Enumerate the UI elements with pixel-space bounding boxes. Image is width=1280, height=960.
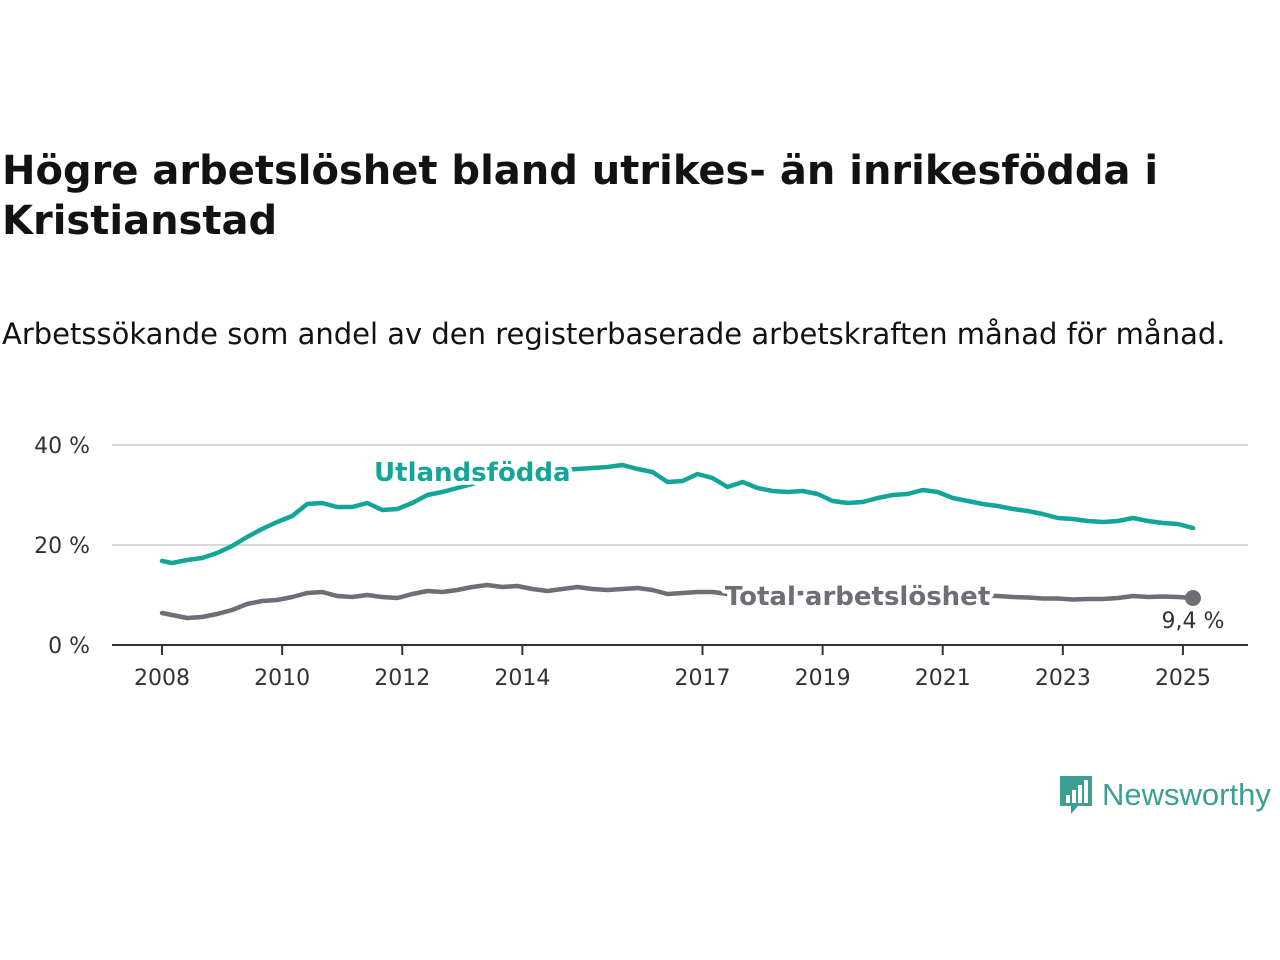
chart-subtitle: Arbetssökande som andel av den registerb…: [2, 317, 1226, 351]
axes: 0 % 20 % 40 % 2008 2010 2012 2014 2017 2019 2021 2…: [34, 434, 1248, 691]
newsworthy-logo: Newsworthy: [1058, 772, 1271, 818]
utlandsfodda-line: [159, 462, 1196, 566]
x-tick-label: 2019: [795, 666, 851, 691]
x-tick-label: 2010: [254, 666, 310, 691]
x-tick-label: 2021: [915, 666, 971, 691]
bar-chart-speech-bubble-icon: [1060, 776, 1092, 814]
x-tick-label: 2023: [1035, 666, 1091, 691]
x-tick-label: 2014: [494, 666, 550, 691]
utlandsfodda-label: Utlandsfödda: [374, 458, 571, 488]
series-lines: [159, 462, 1196, 621]
y-tick-label: 40 %: [34, 434, 90, 459]
total-label: Total arbetslöshet: [725, 582, 990, 612]
total-end-point: [1184, 590, 1201, 606]
y-tick-label: 0 %: [48, 634, 90, 659]
brand-name: Newsworthy: [1102, 777, 1271, 812]
gridlines: [112, 444, 1248, 546]
total-end-value-halo: 9,4 %: [1162, 609, 1225, 634]
total-line: [159, 582, 1196, 621]
utlandsfodda-label-halo: Utlandsfödda: [374, 458, 571, 488]
total-label-halo: Total arbetslöshet: [725, 582, 990, 612]
y-tick-label: 20 %: [34, 534, 90, 559]
x-tick-label: 2012: [374, 666, 430, 691]
chart-title: Högre arbetslöshet bland utrikes- än inr…: [2, 148, 1159, 244]
x-tick-label: 2008: [134, 666, 190, 691]
x-tick-label: 2017: [675, 666, 731, 691]
total-end-value: 9,4 %: [1162, 609, 1225, 634]
x-tick-label: 2025: [1155, 666, 1211, 691]
